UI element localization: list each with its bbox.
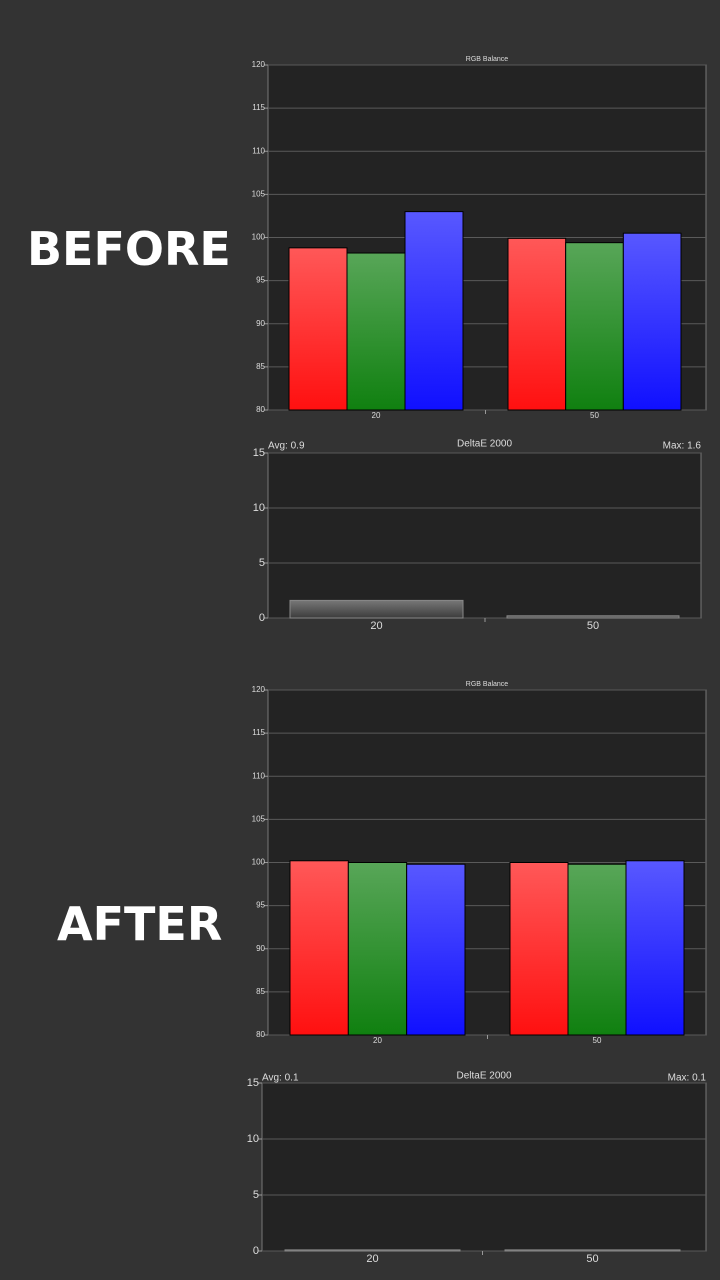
- x-tick-label: 20: [366, 1253, 378, 1265]
- bar: [506, 615, 680, 619]
- annotation: Max: 0.1: [668, 1073, 707, 1084]
- x-tick-label: 50: [590, 411, 599, 420]
- y-tick-label: 120: [252, 685, 266, 694]
- chart-title: DeltaE 2000: [457, 439, 512, 450]
- y-tick-label: 95: [256, 901, 265, 910]
- bar: [507, 237, 567, 411]
- y-tick-label: 100: [252, 233, 266, 242]
- annotation: Max: 1.6: [663, 441, 702, 452]
- y-tick-label: 120: [252, 60, 266, 69]
- bar: [288, 247, 348, 411]
- heading: BEFORE: [27, 222, 231, 276]
- bar: [565, 242, 624, 411]
- y-tick-label: 105: [252, 189, 266, 198]
- x-tick-label: 20: [372, 411, 381, 420]
- y-tick-label: 0: [259, 612, 265, 624]
- heading: AFTER: [57, 897, 223, 951]
- bar: [567, 863, 627, 1036]
- y-tick-label: 15: [247, 1077, 259, 1089]
- bar: [622, 232, 682, 411]
- y-tick-label: 5: [259, 557, 265, 569]
- y-tick-label: 105: [252, 814, 266, 823]
- y-tick-label: 85: [256, 987, 265, 996]
- plot-area: [261, 1082, 707, 1252]
- y-tick-label: 115: [252, 103, 265, 112]
- bar: [404, 211, 464, 411]
- y-tick-label: 90: [256, 944, 265, 953]
- chart-title: RGB Balance: [466, 56, 509, 63]
- annotation: Avg: 0.1: [262, 1073, 299, 1084]
- y-tick-label: 100: [252, 858, 266, 867]
- annotation: Avg: 0.9: [268, 441, 305, 452]
- y-tick-label: 80: [256, 1030, 265, 1039]
- y-tick-label: 90: [256, 319, 265, 328]
- plot-area: [267, 452, 702, 619]
- y-tick-label: 0: [253, 1245, 259, 1257]
- chart-title: RGB Balance: [466, 681, 509, 688]
- y-tick-label: 80: [256, 405, 265, 414]
- x-tick-label: 20: [373, 1036, 382, 1045]
- bar: [346, 252, 406, 411]
- x-tick-label: 50: [586, 1253, 598, 1265]
- bar: [289, 860, 349, 1036]
- x-tick-label: 50: [587, 620, 599, 632]
- y-tick-label: 10: [253, 502, 265, 514]
- bar: [289, 599, 464, 619]
- x-tick-label: 50: [593, 1036, 602, 1045]
- bar: [509, 862, 569, 1036]
- y-tick-label: 85: [256, 362, 265, 371]
- y-tick-label: 10: [247, 1133, 259, 1145]
- y-tick-label: 110: [252, 146, 265, 155]
- chart-title: DeltaE 2000: [456, 1071, 511, 1082]
- bar: [406, 863, 466, 1036]
- y-tick-label: 15: [253, 447, 265, 459]
- y-tick-label: 110: [252, 771, 265, 780]
- y-tick-label: 95: [256, 276, 265, 285]
- bar: [504, 1249, 681, 1252]
- x-tick-label: 20: [370, 620, 382, 632]
- bar: [347, 862, 408, 1036]
- bar: [284, 1249, 461, 1252]
- bar: [625, 860, 685, 1036]
- y-tick-label: 5: [253, 1189, 259, 1201]
- y-tick-label: 115: [252, 728, 265, 737]
